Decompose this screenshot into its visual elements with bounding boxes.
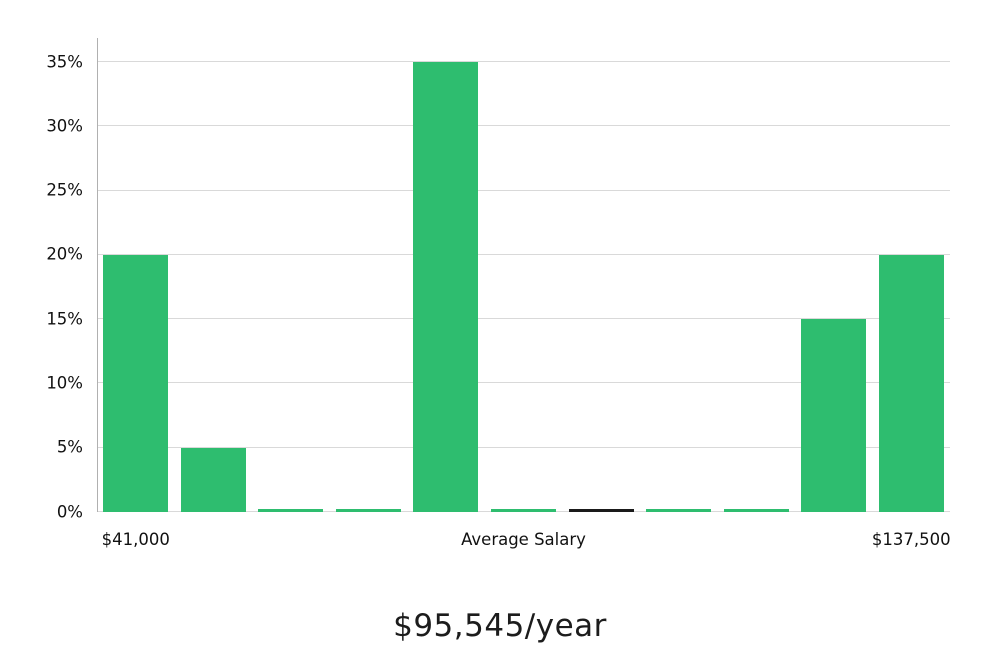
distribution-bar bbox=[180, 448, 246, 512]
gridline bbox=[97, 125, 950, 127]
distribution-bar bbox=[646, 509, 712, 512]
y-tick-label: 15% bbox=[46, 308, 83, 328]
y-tick-label: 5% bbox=[56, 437, 83, 457]
x-tick-max-salary: $137,500 bbox=[871, 530, 951, 549]
gridline bbox=[97, 382, 950, 384]
distribution-bar bbox=[723, 509, 789, 512]
x-axis: $41,000 Average Salary $137,500 bbox=[97, 530, 951, 558]
y-tick-label: 35% bbox=[46, 51, 83, 71]
x-tick-average-salary: Average Salary bbox=[461, 530, 586, 549]
distribution-bar bbox=[801, 319, 867, 512]
distribution-bar bbox=[878, 255, 944, 512]
y-axis-line bbox=[97, 38, 98, 512]
gridline bbox=[97, 446, 950, 448]
distribution-bar bbox=[103, 255, 169, 512]
y-tick-label: 0% bbox=[56, 501, 83, 521]
y-tick-label: 10% bbox=[46, 373, 83, 393]
gridline bbox=[97, 253, 950, 255]
y-axis: 0% 5% 10% 15% 20% 25% 30% 35% bbox=[0, 38, 90, 519]
average-marker-bar bbox=[568, 509, 634, 512]
x-tick-min-salary: $41,000 bbox=[101, 530, 170, 549]
y-tick-label: 30% bbox=[46, 116, 83, 136]
gridline bbox=[97, 318, 950, 320]
distribution-bar bbox=[491, 509, 556, 512]
y-tick-label: 20% bbox=[46, 244, 83, 264]
plot-area bbox=[97, 38, 950, 512]
gridline bbox=[97, 61, 950, 62]
y-tick-label: 25% bbox=[46, 180, 83, 200]
distribution-bar bbox=[258, 509, 324, 512]
average-salary-title: $95,545/year bbox=[393, 608, 607, 644]
distribution-bar bbox=[413, 62, 479, 512]
gridline bbox=[97, 189, 950, 191]
distribution-bar bbox=[335, 509, 401, 512]
